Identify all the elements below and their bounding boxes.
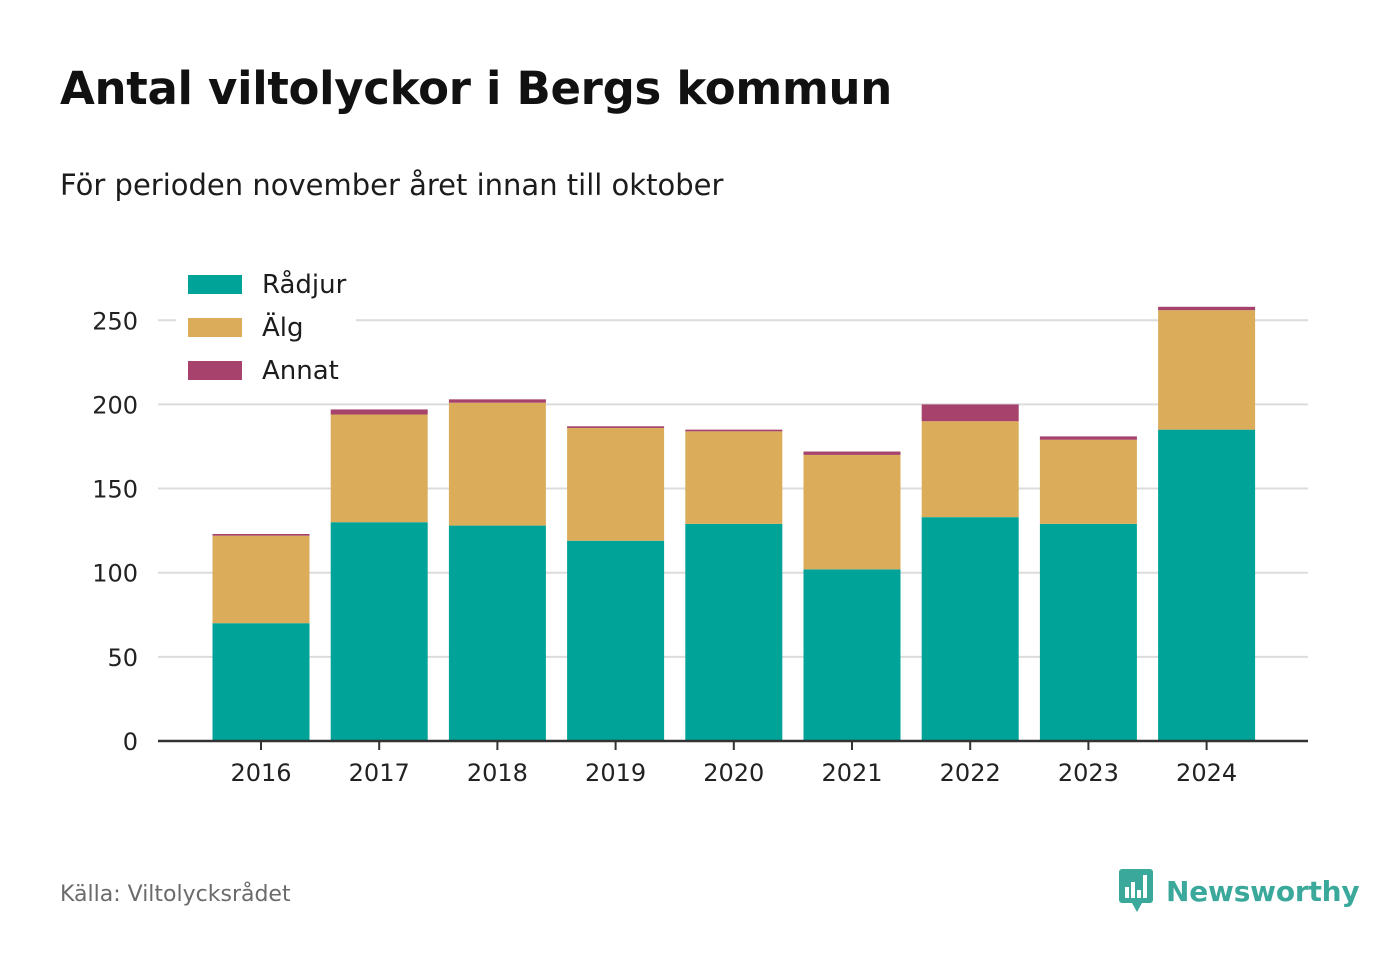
x-tick-label: 2016 [230,759,291,787]
x-tick-label: 2017 [349,759,410,787]
y-tick-label: 200 [92,391,138,419]
bar-segment [803,454,901,570]
bar-segment [448,399,546,403]
bar-segment [212,533,310,536]
bar-segment [567,426,665,428]
x-tick-label: 2024 [1176,759,1237,787]
source-note: Källa: Viltolycksrådet [60,882,291,907]
bar-segment [921,517,1019,741]
bars [212,306,1256,741]
newsworthy-chart-icon [1119,869,1153,912]
bar-segment [685,429,783,432]
bar-segment [448,402,546,526]
bar-segment [921,404,1019,422]
x-axis-tick-labels: 2016 2017 2018 2019 2020 2021 2022 2023 2024 [230,759,1237,787]
bar-segment [212,623,310,741]
x-tick-label: 2021 [821,759,882,787]
bar-segment [567,540,665,741]
bar-segment [330,409,428,415]
bar-segment [330,414,428,523]
bar-segment [1158,429,1256,741]
legend-label: Annat [262,356,339,386]
legend-swatch [188,318,242,337]
bar-segment [685,431,783,524]
legend-label: Rådjur [262,269,347,300]
x-tick-label: 2022 [940,759,1001,787]
y-tick-label: 150 [92,476,138,504]
x-tick-label: 2018 [467,759,528,787]
x-tick-label: 2019 [585,759,646,787]
bar-segment [567,427,665,541]
x-tick-label: 2023 [1058,759,1119,787]
bar-segment [803,451,901,455]
bar-segment [1039,523,1137,741]
bar-segment [448,525,546,741]
bar-segment [685,523,783,741]
y-tick-label: 250 [92,307,138,335]
bar-segment [212,535,310,624]
legend: Rådjur Älg Annat [176,264,356,388]
chart-title: Antal viltolyckor i Bergs kommun [60,62,893,115]
y-axis-tick-labels: 0 50 100 150 200 250 [92,307,138,756]
bar-segment [1039,436,1137,440]
legend-swatch [188,275,242,294]
bar-segment [1158,310,1256,430]
bar-segment [1158,306,1256,311]
brand-logo: Newsworthy [1118,868,1360,914]
x-tick-label: 2020 [703,759,764,787]
y-tick-label: 100 [92,560,138,588]
legend-swatch [188,361,242,380]
chart-subtitle: För perioden november året innan till ok… [60,168,724,202]
x-axis [158,739,1308,750]
bar-segment [330,522,428,741]
brand-name: Newsworthy [1166,874,1360,908]
bar-segment [803,569,901,741]
y-tick-label: 0 [123,728,138,756]
bar-segment [921,421,1019,518]
y-tick-label: 50 [107,644,138,672]
legend-label: Älg [262,311,304,343]
bar-segment [1039,439,1137,524]
